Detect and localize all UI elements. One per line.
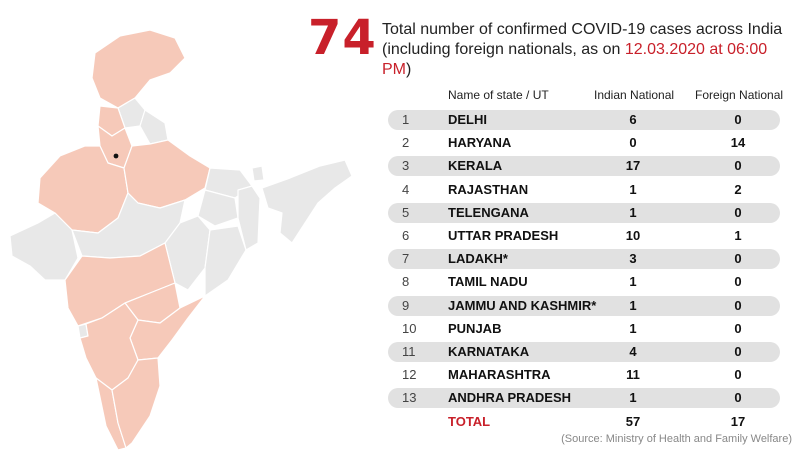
map-region-uttar-pradesh [123,139,211,209]
india-map [9,29,353,451]
indian-national-count: 11 [626,367,640,383]
indian-national-count: 1 [629,297,637,313]
state-name: TELENGANA [448,204,529,220]
foreign-national-count: 0 [734,344,742,359]
foreign-national-count: 2 [734,181,742,197]
foreign-national-count: 0 [734,320,742,336]
table-row: 6 UTTAR PRADESH 10 1 [388,226,780,246]
state-name: JAMMU AND KASHMIR* [448,297,597,313]
indian-national-count: 1 [629,181,637,197]
map-region-gujarat [9,212,79,281]
state-name: DELHI [448,112,487,127]
row-number: 10 [402,320,417,336]
indian-national-count: 3 [629,251,637,267]
row-number: 6 [402,228,410,243]
row-number: 7 [402,251,410,267]
state-name: PUNJAB [448,320,502,336]
total-foreign-national: 17 [730,413,746,429]
row-number: 8 [402,274,410,290]
headline-text: Total number of confirmed COVID-19 cases… [382,20,797,80]
state-name: MAHARASHTRA [448,367,551,383]
table-row: 1 DELHI 6 0 [388,110,780,130]
foreign-national-count: 0 [734,158,742,174]
state-name: TAMIL NADU [448,274,528,290]
table-row: 8 TAMIL NADU 1 0 [388,272,780,292]
map-region-northeast [261,159,353,244]
map-region-jharkhand [197,189,239,227]
column-header-state: Name of state / UT [448,88,549,102]
foreign-national-count: 0 [734,297,742,313]
total-cases-count: 74 [308,10,377,66]
indian-national-count: 10 [625,228,641,243]
table-row: 10 PUNJAB 1 0 [388,319,780,339]
foreign-national-count: 0 [734,274,742,290]
map-region-sikkim [251,165,265,182]
total-label: TOTAL [448,413,491,429]
state-name: HARYANA [448,135,512,151]
map-region-uttarakhand [139,109,169,145]
row-number: 12 [402,367,417,383]
row-number: 5 [402,204,410,220]
row-number: 2 [402,135,410,151]
source-note: (Source: Ministry of Health and Family W… [561,433,792,445]
indian-national-count: 17 [625,158,641,174]
headline-line-2: (including foreign nationals, as on 12.0… [382,40,797,80]
headline-line-1: Total number of confirmed COVID-19 cases… [382,21,783,38]
state-name: KERALA [448,158,503,174]
indian-national-count: 6 [629,112,637,127]
table-row: 13 ANDHRA PRADESH 1 0 [388,388,780,409]
headline-line-2-prefix: (including foreign nationals, as on [382,41,625,58]
state-name: RAJASTHAN [448,181,529,197]
map-region-tamil-nadu [111,357,161,449]
state-name: LADAKH* [448,251,508,267]
indian-national-count: 1 [629,320,637,336]
table-row: 3 KERALA 17 0 [388,156,780,177]
table-row: 5 TELENGANA 1 0 [388,202,780,223]
state-name: ANDHRA PRADESH [448,390,572,406]
foreign-national-count: 1 [734,228,742,243]
foreign-national-count: 0 [734,112,742,127]
state-name: UTTAR PRADESH [448,228,559,243]
headline-date: 12.03.2020 at 06:00 PM [382,41,768,78]
column-header-foreign: Foreign National [695,88,784,102]
indian-national-count: 4 [629,344,637,359]
table-row: 2 HARYANA 0 14 [388,133,780,153]
row-number: 3 [402,158,410,174]
table-row: 7 LADAKH* 3 0 [388,249,780,270]
column-header-indian: Indian National [594,88,675,102]
table-row: 12 MAHARASHTRA 11 0 [388,365,780,385]
foreign-national-count: 0 [734,251,742,267]
total-row: TOTAL 57 17 [388,412,780,432]
table-row: 4 RAJASTHAN 1 2 [388,180,780,200]
table-row: 11 KARNATAKA 4 0 [388,342,780,362]
indian-national-count: 1 [629,204,637,220]
indian-national-count: 1 [629,390,637,406]
foreign-national-count: 0 [734,204,742,220]
foreign-national-count: 0 [734,390,742,406]
indian-national-count: 0 [629,135,637,151]
foreign-national-count: 14 [730,135,746,151]
row-number: 11 [402,344,416,359]
foreign-national-count: 0 [734,367,742,383]
total-indian-national: 57 [625,413,641,429]
indian-national-count: 1 [629,274,637,290]
map-region-odisha [204,225,247,297]
row-number: 9 [402,297,410,313]
headline-line-2-suffix: ) [406,61,412,78]
map-region-west-bengal [237,185,261,251]
delhi-marker [113,153,119,159]
state-name: KARNATAKA [448,344,530,359]
row-number: 13 [402,390,417,406]
row-number: 1 [402,112,410,127]
map-region-jammu-kashmir-ladakh [91,29,186,109]
row-number: 4 [402,181,410,197]
table-row: 9 JAMMU AND KASHMIR* 1 0 [388,295,780,316]
